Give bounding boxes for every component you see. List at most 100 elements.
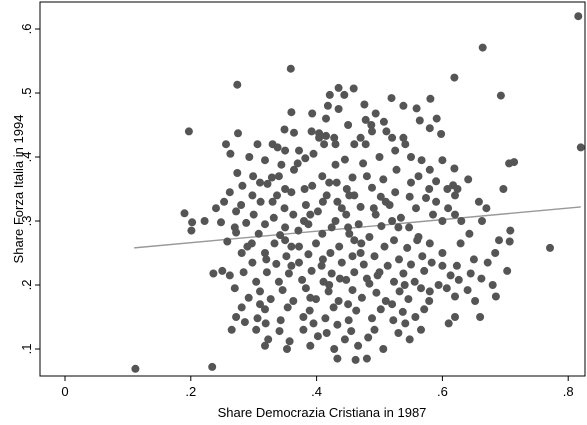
- data-point: [333, 354, 342, 363]
- data-point: [252, 277, 261, 286]
- data-point: [232, 207, 241, 216]
- data-point: [417, 156, 426, 165]
- data-point: [394, 329, 403, 337]
- data-point: [323, 101, 332, 110]
- data-point: [350, 236, 359, 245]
- data-point: [451, 191, 459, 200]
- data-point: [454, 275, 463, 284]
- data-point: [510, 158, 519, 167]
- data-point: [399, 269, 408, 278]
- data-point: [369, 204, 378, 213]
- x-axis: 0 .2 .4 .6 .8: [61, 376, 574, 399]
- data-point: [446, 271, 455, 280]
- data-point: [379, 175, 388, 184]
- data-point: [361, 140, 370, 149]
- data-point: [420, 266, 429, 275]
- data-point: [425, 165, 434, 174]
- data-point: [248, 258, 257, 267]
- data-point: [392, 165, 401, 174]
- y-tick-label: .1: [19, 344, 34, 355]
- data-point: [465, 229, 474, 238]
- data-point: [248, 191, 257, 200]
- data-point: [307, 127, 316, 136]
- data-point: [344, 223, 353, 232]
- data-point: [414, 172, 423, 181]
- data-point: [432, 177, 441, 186]
- data-point: [243, 242, 252, 251]
- data-point: [329, 303, 338, 312]
- data-point: [252, 325, 261, 334]
- data-point: [401, 319, 410, 328]
- data-point: [249, 210, 258, 219]
- y-axis-title: Share Forza Italia in 1994: [11, 115, 26, 264]
- data-point: [483, 258, 492, 267]
- data-point: [495, 236, 503, 245]
- data-point: [379, 345, 388, 353]
- data-point: [410, 277, 419, 286]
- data-point: [287, 261, 296, 270]
- data-point: [450, 164, 459, 173]
- data-point: [312, 239, 320, 248]
- data-point: [261, 249, 269, 257]
- data-point: [432, 197, 441, 206]
- data-point: [488, 281, 497, 289]
- data-point: [330, 133, 339, 142]
- data-point: [471, 297, 480, 305]
- data-point: [387, 94, 396, 103]
- data-point: [398, 307, 407, 316]
- data-point: [282, 252, 291, 261]
- data-point: [381, 297, 390, 305]
- data-point: [351, 355, 360, 364]
- data-point: [304, 250, 313, 259]
- data-point: [367, 121, 376, 129]
- data-point: [261, 341, 269, 350]
- data-point: [317, 261, 326, 270]
- x-tick-label: .6: [437, 384, 448, 399]
- data-point: [225, 188, 234, 197]
- data-point: [411, 313, 420, 321]
- x-tick-label: .2: [185, 384, 196, 399]
- data-point: [478, 217, 486, 225]
- data-point: [417, 325, 425, 334]
- data-point: [280, 204, 289, 213]
- data-point: [256, 300, 264, 309]
- y-axis: .1 .2 .3 .4 .5 .6: [19, 24, 40, 355]
- data-point: [335, 274, 344, 283]
- data-point: [327, 269, 336, 278]
- data-point: [356, 249, 365, 257]
- data-point: [438, 249, 447, 257]
- data-point: [395, 255, 403, 264]
- data-point: [261, 156, 269, 165]
- data-point: [280, 125, 289, 134]
- data-point: [321, 314, 330, 323]
- data-point: [320, 140, 329, 149]
- data-point: [354, 220, 363, 229]
- data-point: [318, 255, 327, 264]
- data-point: [360, 100, 369, 109]
- data-point: [278, 286, 287, 295]
- data-point: [227, 325, 236, 334]
- data-point: [404, 295, 413, 304]
- data-point: [262, 255, 271, 264]
- data-point: [322, 329, 331, 337]
- data-point: [357, 239, 366, 248]
- data-point: [334, 83, 343, 92]
- data-point: [469, 255, 478, 264]
- data-point: [412, 204, 420, 213]
- data-point: [429, 210, 437, 219]
- data-point: [474, 197, 483, 206]
- data-point: [391, 188, 400, 197]
- data-point: [295, 146, 303, 155]
- x-tick-label: .4: [311, 384, 322, 399]
- data-point: [452, 261, 461, 270]
- data-point: [546, 243, 554, 252]
- data-point: [438, 261, 447, 270]
- data-point: [232, 313, 241, 321]
- data-point: [427, 258, 436, 267]
- data-point: [306, 210, 315, 219]
- data-point: [237, 249, 246, 257]
- data-point: [334, 105, 343, 113]
- data-point: [325, 178, 334, 187]
- data-point: [476, 313, 485, 321]
- y-tick-label: .3: [19, 216, 34, 227]
